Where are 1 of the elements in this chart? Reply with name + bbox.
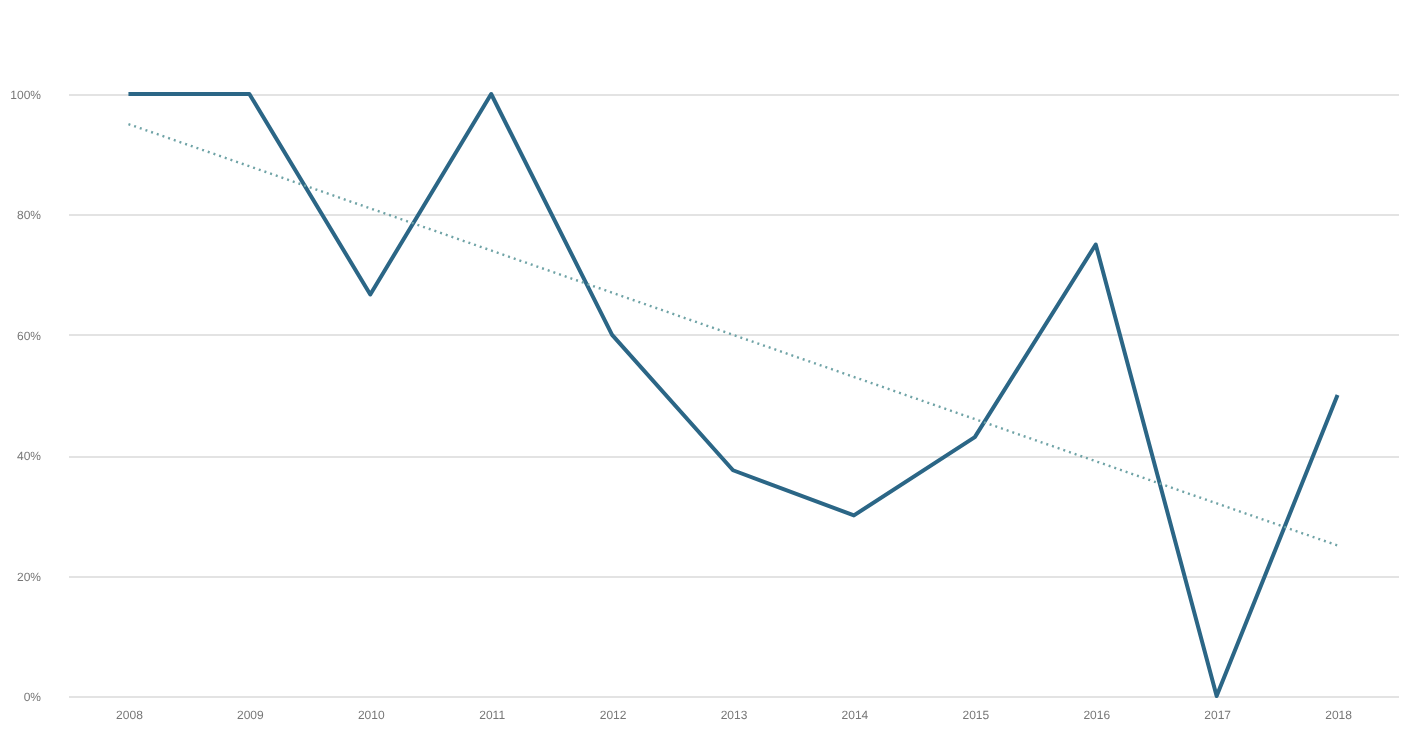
line-series <box>126 92 1340 698</box>
